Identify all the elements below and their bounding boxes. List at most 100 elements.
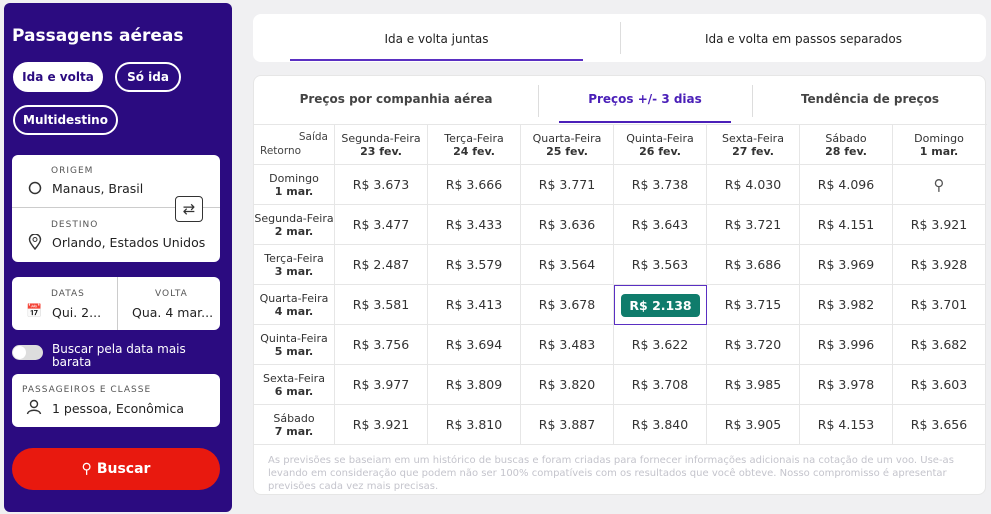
corner-bottom: Retorno <box>260 145 302 157</box>
price-cell[interactable]: R$ 3.483 <box>521 325 614 365</box>
price-cell[interactable]: R$ 2.138 <box>614 285 707 325</box>
route-box[interactable]: ORIGEM Manaus, Brasil DESTINO Orlando, E… <box>12 155 220 262</box>
price: R$ 3.809 <box>445 377 503 392</box>
price: R$ 3.921 <box>352 417 410 432</box>
price-cell[interactable]: R$ 3.809 <box>428 365 521 405</box>
price-cell[interactable]: R$ 3.720 <box>707 325 800 365</box>
toggle[interactable] <box>12 345 43 360</box>
price-cell[interactable]: R$ 3.433 <box>428 205 521 245</box>
price: R$ 3.977 <box>352 377 410 392</box>
price-cell[interactable]: R$ 3.413 <box>428 285 521 325</box>
price-cell[interactable]: R$ 3.694 <box>428 325 521 365</box>
price-cell[interactable]: R$ 3.977 <box>335 365 428 405</box>
price-cell[interactable]: R$ 3.738 <box>614 165 707 205</box>
sub-tab[interactable]: Preços +/- 3 dias <box>588 92 702 106</box>
icon <box>28 181 42 195</box>
corner: Saída Retorno <box>254 125 335 165</box>
column-header: Segunda-Feira 23 fev. <box>335 125 428 165</box>
price-cell[interactable]: R$ 3.564 <box>521 245 614 285</box>
price-cell[interactable]: R$ 4.153 <box>800 405 893 445</box>
price-cell[interactable]: R$ 3.563 <box>614 245 707 285</box>
price-cell[interactable]: R$ 4.151 <box>800 205 893 245</box>
price-cell[interactable]: R$ 2.487 <box>335 245 428 285</box>
price-cell[interactable]: R$ 3.756 <box>335 325 428 365</box>
price-cell[interactable]: R$ 3.678 <box>521 285 614 325</box>
price-cell[interactable]: R$ 3.840 <box>614 405 707 445</box>
date: 5 mar. <box>274 344 314 358</box>
price: R$ 3.982 <box>817 297 875 312</box>
price-cell[interactable]: R$ 3.666 <box>428 165 521 205</box>
day: Quinta-Feira <box>260 331 328 345</box>
search-label: Buscar <box>96 461 151 477</box>
footnote: As previsões se baseiam em um histórico … <box>268 455 954 492</box>
price-cell[interactable]: R$ 3.581 <box>335 285 428 325</box>
label: ORIGEM <box>51 166 94 176</box>
price-cell[interactable]: R$ 4.030 <box>707 165 800 205</box>
dates-box[interactable]: DATAS 📅 Qui. 2... VOLTA Qua. 4 mar... <box>12 277 220 330</box>
price-cell[interactable]: R$ 3.701 <box>893 285 986 325</box>
price-cell[interactable]: R$ 3.969 <box>800 245 893 285</box>
price-cell[interactable]: R$ 3.978 <box>800 365 893 405</box>
price: R$ 3.563 <box>631 257 689 272</box>
row-header: Sexta-Feira 6 mar. <box>254 365 335 405</box>
price-cell[interactable]: R$ 3.921 <box>335 405 428 445</box>
price-cell[interactable]: R$ 4.096 <box>800 165 893 205</box>
date: 7 mar. <box>274 424 314 438</box>
price: R$ 3.715 <box>724 297 782 312</box>
search-button[interactable]: ⚲ Buscar <box>12 448 220 490</box>
row-header: Segunda-Feira 2 mar. <box>254 205 335 245</box>
price-cell[interactable]: R$ 3.579 <box>428 245 521 285</box>
label: VOLTA <box>155 289 188 299</box>
price-cell[interactable]: R$ 3.715 <box>707 285 800 325</box>
trip-type[interactable]: Multidestino <box>13 105 118 135</box>
price: R$ 3.643 <box>631 217 689 232</box>
sub-tab[interactable]: Tendência de preços <box>800 92 940 106</box>
price-cell[interactable]: R$ 3.636 <box>521 205 614 245</box>
day: Quarta-Feira <box>259 291 329 305</box>
price-cell[interactable]: R$ 3.820 <box>521 365 614 405</box>
trip-type[interactable]: Ida e volta <box>13 62 103 92</box>
sub-tab[interactable]: Preços por companhia aérea <box>299 92 493 106</box>
date: 1 mar. <box>919 144 959 158</box>
date: 24 fev. <box>453 144 495 158</box>
price-cell[interactable]: R$ 3.656 <box>893 405 986 445</box>
tab[interactable]: Ida e volta juntas <box>384 32 489 46</box>
top-tabs: Ida e volta juntas Ida e volta em passos… <box>253 14 986 62</box>
date: 4 mar. <box>274 304 314 318</box>
price-cell[interactable]: R$ 3.708 <box>614 365 707 405</box>
price-cell[interactable]: R$ 3.905 <box>707 405 800 445</box>
tab[interactable]: Ida e volta em passos separados <box>704 32 903 46</box>
price-cell[interactable]: R$ 3.921 <box>893 205 986 245</box>
swap-button[interactable]: ⇄ <box>175 196 203 222</box>
price-cell[interactable]: R$ 3.771 <box>521 165 614 205</box>
passengers: 1 pessoa, Econômica <box>52 401 185 416</box>
price: R$ 3.905 <box>724 417 782 432</box>
price-cell[interactable]: R$ 3.622 <box>614 325 707 365</box>
sidebar: Passagens aéreas Ida e volta Só ida Mult… <box>4 3 232 512</box>
price-cell[interactable]: R$ 3.682 <box>893 325 986 365</box>
price-cell[interactable]: R$ 3.810 <box>428 405 521 445</box>
trip-type[interactable]: Só ida <box>115 62 181 92</box>
price-cell[interactable]: R$ 3.982 <box>800 285 893 325</box>
date: 26 fev. <box>639 144 681 158</box>
price: R$ 3.581 <box>352 297 410 312</box>
price-cell[interactable]: R$ 3.686 <box>707 245 800 285</box>
label: DESTINO <box>51 220 99 230</box>
toggle-label: Buscar pela data mais barata <box>52 342 186 369</box>
price-cell[interactable]: R$ 3.673 <box>335 165 428 205</box>
column-header: Quarta-Feira 25 fev. <box>521 125 614 165</box>
price-cell[interactable]: R$ 3.928 <box>893 245 986 285</box>
day: Terça-Feira <box>444 131 504 145</box>
price-cell[interactable]: R$ 3.996 <box>800 325 893 365</box>
price-cell[interactable]: ⚲ <box>893 165 986 205</box>
passengers-box[interactable]: PASSAGEIROS E CLASSE 1 pessoa, Econômica <box>12 374 220 427</box>
price-cell[interactable]: R$ 3.887 <box>521 405 614 445</box>
price: R$ 3.738 <box>631 177 689 192</box>
price-cell[interactable]: R$ 3.721 <box>707 205 800 245</box>
price: R$ 3.413 <box>445 297 503 312</box>
price-cell[interactable]: R$ 3.603 <box>893 365 986 405</box>
price-cell[interactable]: R$ 3.985 <box>707 365 800 405</box>
price: R$ 3.433 <box>445 217 503 232</box>
price-cell[interactable]: R$ 3.477 <box>335 205 428 245</box>
price-cell[interactable]: R$ 3.643 <box>614 205 707 245</box>
